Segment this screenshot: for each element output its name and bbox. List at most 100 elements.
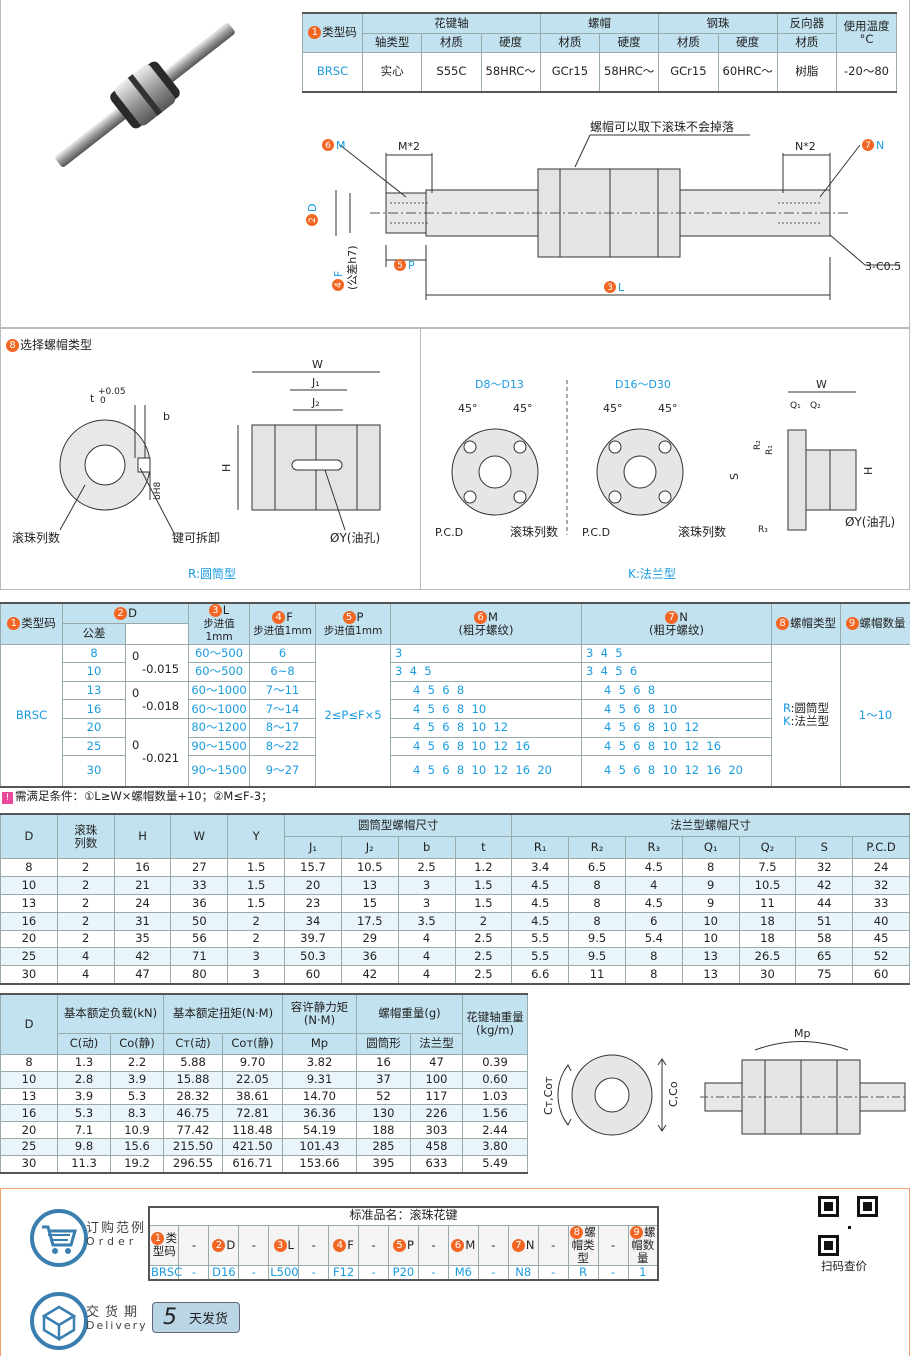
separator: - (477, 1265, 509, 1281)
svg-text:D8～D13: D8～D13 (475, 378, 524, 391)
f-range: 8～17 (249, 718, 317, 738)
cell: 4.5 (624, 858, 683, 878)
cell: 395 (356, 1155, 411, 1174)
cell: 33 (852, 894, 910, 913)
cell: 118.48 (222, 1121, 283, 1140)
cell: 35 (113, 929, 172, 949)
cell: 16 (0, 911, 58, 931)
separator: - (477, 1224, 509, 1267)
delivery-unit: 天发货 (189, 1312, 229, 1327)
order-value-3: L500 (268, 1265, 300, 1281)
cell: 8 (568, 894, 626, 913)
nut-section-title: 8 选择螺帽类型 (6, 336, 92, 353)
cell: 616.71 (222, 1155, 283, 1174)
cell: 10.5 (738, 876, 797, 896)
cell: 10 (0, 1070, 58, 1089)
order-title-en: Order (86, 1235, 138, 1248)
cell: 2.44 (462, 1121, 528, 1140)
l-range: 60～1000 (188, 699, 251, 720)
n-values: 3 4 5 6 (581, 662, 773, 682)
table-row: 25 9.8 15.6 215.50 421.50 101.43 285 458 3.80 (0, 1138, 528, 1156)
svg-text:C,Co: C,Co (667, 1081, 680, 1107)
cell: 633 (410, 1155, 463, 1174)
delivery-title: 交货期 (86, 1305, 144, 1320)
subheader: t (454, 835, 513, 860)
cell: 2.5 (454, 929, 513, 949)
svg-text:键可拆卸: 键可拆卸 (172, 530, 220, 545)
header-nut-qty: 9 螺帽数量 (840, 602, 910, 645)
svg-text:W: W (816, 378, 827, 391)
load-direction-diagram: Cт,Coт C,Co Mp (542, 1027, 908, 1136)
dimension-table: D 滚珠列数 H W Y 圆筒型螺帽尺寸 法兰型螺帽尺寸 J₁ J₂ b t R₁ R₂ R… (0, 813, 910, 985)
cell: 7.1 (57, 1121, 111, 1140)
qr-code[interactable] (818, 1196, 878, 1256)
table-row: 25 4 42 71 3 50.3 36 4 2.5 5.5 9.5 8 13 26.5 65 52 (0, 947, 910, 967)
svg-text:P.C.D: P.C.D (435, 526, 463, 539)
cell: 22.05 (222, 1070, 283, 1089)
f-range: 9～27 (249, 755, 317, 788)
cell: 37 (356, 1070, 411, 1089)
cell: 3.4 (511, 858, 570, 878)
nut-qty-range: 1～10 (840, 643, 910, 788)
spec-value: GCr15 (539, 51, 601, 93)
cell: 3 (227, 965, 286, 985)
header-p: 5 P 步进值1mm (315, 602, 392, 645)
caption-r-type: R:圆筒型 (188, 567, 237, 581)
delivery-title-en: Delivery (86, 1319, 148, 1332)
header-nut-weight: 螺帽重量(g) (356, 993, 463, 1034)
header-load: 基本额定负载(kN) (57, 993, 164, 1034)
header-n: 7 N (粗牙螺纹) (581, 602, 773, 645)
cell: 17.5 (340, 911, 399, 931)
svg-text:5: 5 (397, 261, 403, 271)
qr-caption: 扫码查价 (821, 1259, 867, 1273)
cell: 2 (56, 929, 115, 949)
m-values: 4 5 6 8 (390, 680, 583, 701)
cell: 42 (795, 876, 854, 896)
subheader: 材质 (658, 32, 719, 53)
cell: 2 (454, 911, 513, 931)
cell: 13 (0, 1087, 58, 1106)
cell: 1.03 (462, 1087, 528, 1106)
l-range: 80～1200 (188, 718, 251, 738)
cell: 1.5 (454, 876, 513, 896)
cell: 65 (795, 947, 854, 967)
label-f: F (332, 271, 345, 277)
cell: 9.5 (568, 929, 626, 949)
cell: 23 (284, 894, 342, 913)
cell: 20 (0, 1121, 58, 1140)
n-values: 4 5 6 8 10 12 16 20 (581, 755, 773, 788)
cell: 44 (795, 894, 854, 913)
standard-name: 标准品名：滚珠花键 (148, 1206, 659, 1226)
cell: 47 (410, 1053, 463, 1072)
svg-text:0: 0 (100, 396, 106, 406)
f-range: 7～14 (249, 699, 317, 720)
cell: 24 (113, 894, 172, 913)
cell: 27 (170, 858, 229, 878)
cell: 9 (681, 894, 740, 913)
cell: 8 (624, 947, 683, 967)
cell: 2 (227, 929, 286, 949)
spec-value: 实心 (361, 51, 423, 93)
cell: 8 (0, 1053, 58, 1072)
cell: 101.43 (282, 1138, 357, 1156)
m-values: 4 5 6 8 10 (390, 699, 583, 720)
f-range: 7～11 (249, 680, 317, 701)
header-d: D (0, 813, 58, 860)
label-n: N (876, 139, 884, 152)
delivery-badge: 5 天发货 (152, 1302, 240, 1333)
cell: 2.5 (454, 947, 513, 967)
order-value-8: R (567, 1265, 599, 1281)
cell: 2.2 (110, 1053, 164, 1072)
cell: 16 (356, 1053, 411, 1072)
cell: 4.5 (511, 894, 570, 913)
cell: 9 (681, 876, 740, 896)
l-range: 90～1500 (188, 755, 251, 788)
tolerance: 0 -0.021 (124, 718, 190, 788)
cell: 13 (681, 965, 740, 985)
order-header-1: 1 类型码 (148, 1224, 180, 1267)
delivery-days: 5 (163, 1305, 177, 1330)
label-chamfer: 3-C0.5 (865, 260, 901, 273)
